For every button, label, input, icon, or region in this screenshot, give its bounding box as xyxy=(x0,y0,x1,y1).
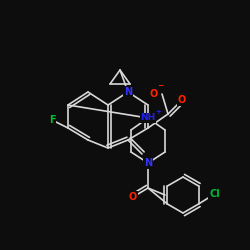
Text: F: F xyxy=(49,115,55,125)
Text: O: O xyxy=(150,89,158,99)
Text: −: − xyxy=(157,82,163,90)
Text: O: O xyxy=(178,95,186,105)
Text: O: O xyxy=(129,192,137,202)
Text: N: N xyxy=(144,158,152,168)
Text: +: + xyxy=(155,109,161,115)
Text: N: N xyxy=(124,87,132,97)
Text: NH: NH xyxy=(140,114,156,122)
Text: Cl: Cl xyxy=(209,189,220,199)
